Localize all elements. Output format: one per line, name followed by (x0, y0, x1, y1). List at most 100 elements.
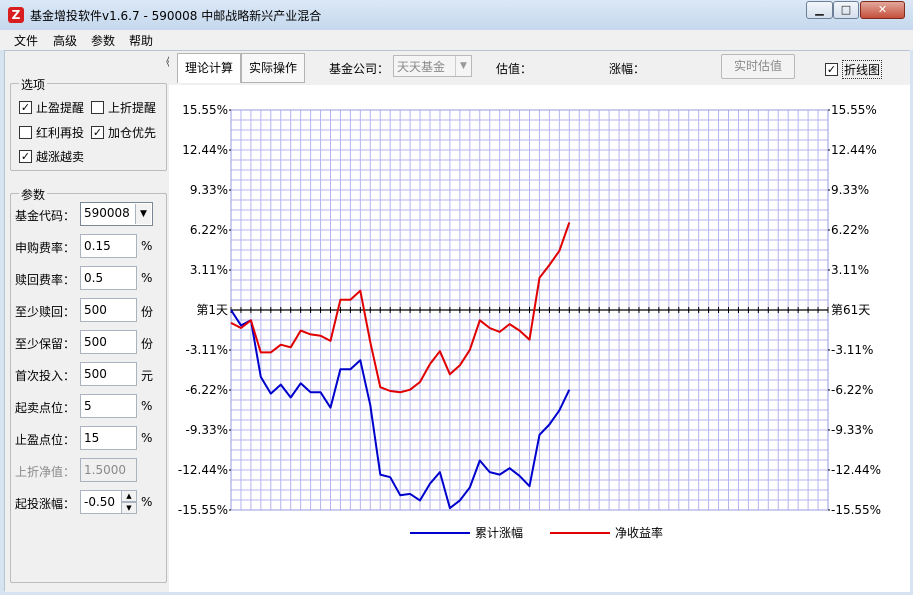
realtime-estimate-button[interactable]: 实时估值 (721, 54, 795, 79)
right-panel: 理论计算 实际操作 基金公司： 天天基金 ▼ 估值： 涨幅： 实时估值 ✓ 折线… (169, 51, 910, 592)
y-tick-label-left: -3.11% (186, 343, 228, 357)
invest-start-change-spinner[interactable]: ▲ ▼ (121, 490, 137, 514)
first-invest-label: 首次投入： (15, 369, 76, 383)
purchase-fee-unit: % (141, 239, 153, 253)
min-keep-input[interactable] (80, 330, 137, 354)
y-tick-label-right: -6.22% (831, 383, 873, 397)
y-tick-label-right: -15.55% (831, 503, 881, 517)
y-tick-label-right: 12.44% (831, 143, 877, 157)
window-title: 基金增投软件v1.6.7 - 590008 中邮战略新兴产业混合 (30, 9, 322, 23)
y-tick-label-left: 12.44% (182, 143, 228, 157)
min-redeem-input[interactable] (80, 298, 137, 322)
close-button[interactable]: ✕ (860, 1, 905, 19)
menu-file[interactable]: 文件 (14, 34, 39, 48)
tab-actual-operation[interactable]: 实际操作 (241, 53, 305, 83)
sell-start-unit: % (141, 399, 153, 413)
option-label: 止盈提醒 (36, 101, 85, 115)
series-line-cumulative-change (230, 309, 571, 510)
line-chart: 15.55% 15.55% 12.44% 12.44% 9.33% 9.33% 6.22% 6… (178, 103, 881, 540)
x-end-label: 第61天 (831, 303, 870, 317)
chevron-down-icon[interactable]: ▼ (135, 204, 151, 224)
take-profit-input[interactable] (80, 426, 137, 450)
first-invest-unit: 元 (141, 369, 154, 383)
checkbox-icon[interactable]: ✓ (19, 150, 32, 163)
fund-code-value: 590008 (84, 206, 130, 220)
take-profit-unit: % (141, 431, 153, 445)
toolbar: 理论计算 实际操作 基金公司： 天天基金 ▼ 估值： 涨幅： 实时估值 ✓ 折线… (169, 51, 910, 85)
x-start-label: 第1天 (196, 303, 228, 317)
checkbox-icon[interactable]: ✓ (19, 101, 32, 114)
y-tick-label-right: 3.11% (831, 263, 869, 277)
y-tick-label-left: -15.55% (178, 503, 228, 517)
menu-params[interactable]: 参数 (91, 34, 116, 48)
legend-label: 累计涨幅 (475, 525, 523, 540)
y-tick-label-left: 3.11% (190, 263, 228, 277)
option-dividend-reinvest[interactable]: 红利再投 (19, 124, 84, 141)
upfold-nav-label: 上折净值： (15, 465, 76, 479)
y-tick-label-right: 9.33% (831, 183, 869, 197)
option-upfold-alert[interactable]: 上折提醒 (91, 99, 156, 116)
options-group: 选项 ✓ 止盈提醒 上折提醒 红利再投 ✓ 加仓优先 ✓ 越涨越卖 (10, 76, 167, 171)
checkbox-icon[interactable]: ✓ (91, 126, 104, 139)
spin-up-icon[interactable]: ▲ (121, 490, 137, 502)
legend-label: 净收益率 (615, 525, 663, 540)
line-chart-label: 折线图 (842, 60, 883, 79)
redeem-fee-input[interactable] (80, 266, 137, 290)
option-label: 加仓优先 (108, 126, 157, 140)
purchase-fee-label: 申购费率： (15, 241, 76, 255)
y-tick-label-right: -12.44% (831, 463, 881, 477)
redeem-fee-unit: % (141, 271, 153, 285)
min-redeem-label: 至少赎回： (15, 305, 76, 319)
option-label: 上折提醒 (108, 101, 157, 115)
y-tick-label-right: 15.55% (831, 103, 877, 117)
invest-start-change-input[interactable] (80, 490, 122, 514)
change-label: 涨幅： (609, 62, 646, 76)
tab-theory-calc[interactable]: 理论计算 (177, 53, 241, 83)
upfold-nav-input (80, 458, 137, 482)
y-tick-label-left: -6.22% (186, 383, 228, 397)
option-label: 红利再投 (36, 126, 85, 140)
fund-company-value: 天天基金 (397, 60, 446, 74)
y-tick-label-right: -9.33% (831, 423, 873, 437)
purchase-fee-input[interactable] (80, 234, 137, 258)
y-tick-label-left: -9.33% (186, 423, 228, 437)
y-tick-label-right: 6.22% (831, 223, 869, 237)
y-tick-label-left: 15.55% (182, 103, 228, 117)
y-tick-label-left: 9.33% (190, 183, 228, 197)
first-invest-input[interactable] (80, 362, 137, 386)
minimize-button[interactable]: ▁ (806, 1, 833, 19)
menu-advanced[interactable]: 高级 (53, 34, 78, 48)
y-tick-label-left: 6.22% (190, 223, 228, 237)
params-group: 参数 (10, 186, 167, 583)
option-profit-alert[interactable]: ✓ 止盈提醒 (19, 99, 84, 116)
fund-code-select[interactable]: 590008 ▼ (80, 202, 153, 226)
y-tick-label-left: -12.44% (178, 463, 228, 477)
fund-code-label: 基金代码： (15, 209, 76, 223)
spin-down-icon[interactable]: ▼ (121, 502, 137, 514)
title-bar[interactable]: Z 基金增投软件v1.6.7 - 590008 中邮战略新兴产业混合 ▁ □ ✕ (0, 0, 913, 30)
menu-help[interactable]: 帮助 (129, 34, 154, 48)
option-sell-on-rise[interactable]: ✓ 越涨越卖 (19, 148, 84, 165)
redeem-fee-label: 赎回费率： (15, 273, 76, 287)
chevron-down-icon: ▼ (455, 56, 471, 76)
y-tick-label-right: -3.11% (831, 343, 873, 357)
fund-company-label: 基金公司： (329, 62, 390, 76)
app-logo-icon: Z (8, 7, 24, 23)
min-redeem-unit: 份 (141, 305, 154, 319)
left-panel: 《 选项 ✓ 止盈提醒 上折提醒 红利再投 ✓ 加仓优先 ✓ 越涨越卖 (5, 51, 172, 592)
checkbox-icon[interactable] (19, 126, 32, 139)
line-chart-toggle[interactable]: ✓ 折线图 (825, 60, 883, 79)
invest-start-change-label: 起投涨幅： (15, 497, 76, 511)
menu-bar: 文件 高级 参数 帮助 (0, 30, 913, 50)
options-group-title: 选项 (19, 76, 48, 93)
checkbox-icon[interactable]: ✓ (825, 63, 838, 76)
sell-start-input[interactable] (80, 394, 137, 418)
checkbox-icon[interactable] (91, 101, 104, 114)
params-group-title: 参数 (19, 186, 48, 203)
take-profit-label: 止盈点位： (15, 433, 76, 447)
option-add-first[interactable]: ✓ 加仓优先 (91, 124, 156, 141)
maximize-button[interactable]: □ (833, 1, 859, 19)
min-keep-label: 至少保留： (15, 337, 76, 351)
sell-start-label: 起卖点位： (15, 401, 76, 415)
fund-company-select: 天天基金 ▼ (393, 55, 472, 77)
